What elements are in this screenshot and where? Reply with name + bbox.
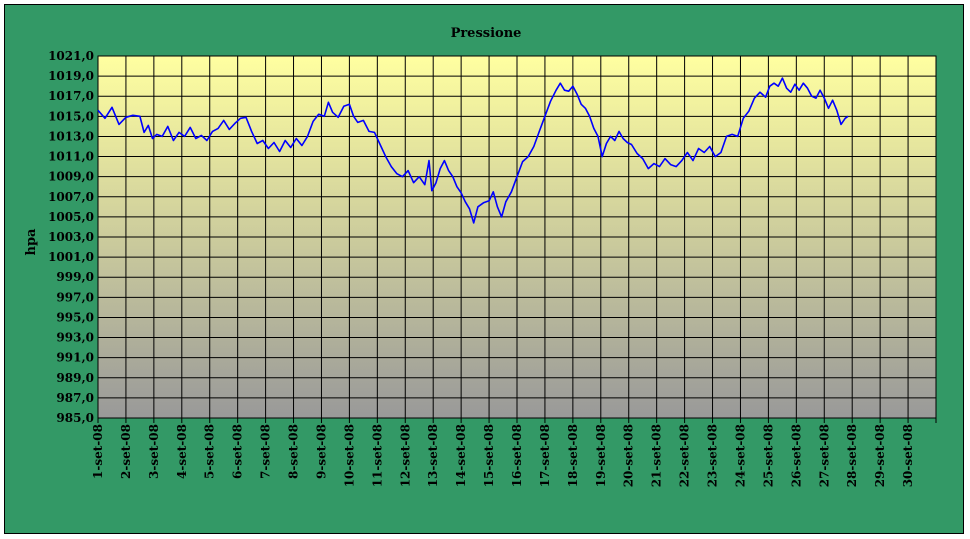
y-tick-label: 985,0: [56, 411, 94, 425]
x-tick-label: 3-set-08: [147, 424, 161, 479]
x-tick-label: 8-set-08: [287, 424, 301, 479]
x-tick-label: 30-set-08: [901, 424, 915, 487]
y-tick-label: 997,0: [56, 290, 94, 304]
x-tick-label: 7-set-08: [259, 424, 273, 479]
y-tick-label: 989,0: [56, 371, 94, 385]
y-tick-label: 1007,0: [48, 190, 94, 204]
x-tick-label: 13-set-08: [426, 424, 440, 487]
x-tick-label: 24-set-08: [733, 424, 747, 487]
x-tick-label: 15-set-08: [482, 424, 496, 487]
x-tick-label: 4-set-08: [175, 424, 189, 479]
y-tick-label: 1001,0: [48, 250, 94, 264]
x-tick-label: 19-set-08: [594, 424, 608, 487]
y-tick-label: 1021,0: [48, 49, 94, 63]
y-tick-label: 1011,0: [48, 150, 94, 164]
x-tick-label: 18-set-08: [566, 424, 580, 487]
x-tick-label: 9-set-08: [314, 424, 328, 479]
y-tick-label: 987,0: [56, 391, 94, 405]
y-tick-label: 999,0: [56, 270, 94, 284]
x-tick-label: 23-set-08: [706, 424, 720, 487]
x-tick-label: 22-set-08: [678, 424, 692, 487]
x-tick-label: 2-set-08: [119, 424, 133, 479]
x-tick-label: 20-set-08: [622, 424, 636, 487]
x-tick-label: 26-set-08: [789, 424, 803, 487]
chart-svg: Pressione 985,0 987,0 989,0 991,0 993,0 995,0…: [24, 26, 937, 487]
y-tick-label: 1009,0: [48, 170, 94, 184]
y-axis-label: hpa: [24, 228, 39, 256]
x-tick-label: 29-set-08: [873, 424, 887, 487]
y-axis-ticks: 985,0 987,0 989,0 991,0 993,0 995,0 997,0 999,0…: [48, 49, 94, 425]
x-tick-label: 14-set-08: [454, 424, 468, 487]
x-tick-label: 5-set-08: [203, 424, 217, 479]
x-tick-label: 16-set-08: [510, 424, 524, 487]
y-tick-label: 1015,0: [48, 109, 94, 123]
y-tick-label: 1003,0: [48, 230, 94, 244]
x-tick-label: 17-set-08: [538, 424, 552, 487]
x-tick-label: 21-set-08: [650, 424, 664, 487]
chart-area: Pressione 985,0 987,0 989,0 991,0 993,0 995,0…: [4, 4, 964, 534]
x-tick-label: 11-set-08: [370, 424, 384, 487]
y-tick-label: 991,0: [56, 351, 94, 365]
gridlines: [97, 55, 937, 423]
x-axis-ticks: 1-set-08 2-set-08 3-set-08 4-set-08 5-set-08…: [91, 424, 915, 487]
pressure-series-line: [97, 77, 849, 224]
x-tick-label: 6-set-08: [231, 424, 245, 479]
y-tick-label: 1017,0: [48, 89, 94, 103]
series-layer: [97, 77, 849, 224]
x-tick-label: 10-set-08: [342, 424, 356, 487]
x-tick-label: 25-set-08: [761, 424, 775, 487]
y-tick-label: 993,0: [56, 331, 94, 345]
y-tick-label: 1013,0: [48, 129, 94, 143]
chart-title: Pressione: [451, 26, 522, 41]
x-tick-label: 12-set-08: [398, 424, 412, 487]
y-tick-label: 995,0: [56, 310, 94, 324]
y-tick-label: 1019,0: [48, 69, 94, 83]
x-tick-label: 1-set-08: [91, 424, 105, 479]
x-tick-label: 27-set-08: [817, 424, 831, 487]
x-tick-label: 28-set-08: [845, 424, 859, 487]
y-tick-label: 1005,0: [48, 210, 94, 224]
